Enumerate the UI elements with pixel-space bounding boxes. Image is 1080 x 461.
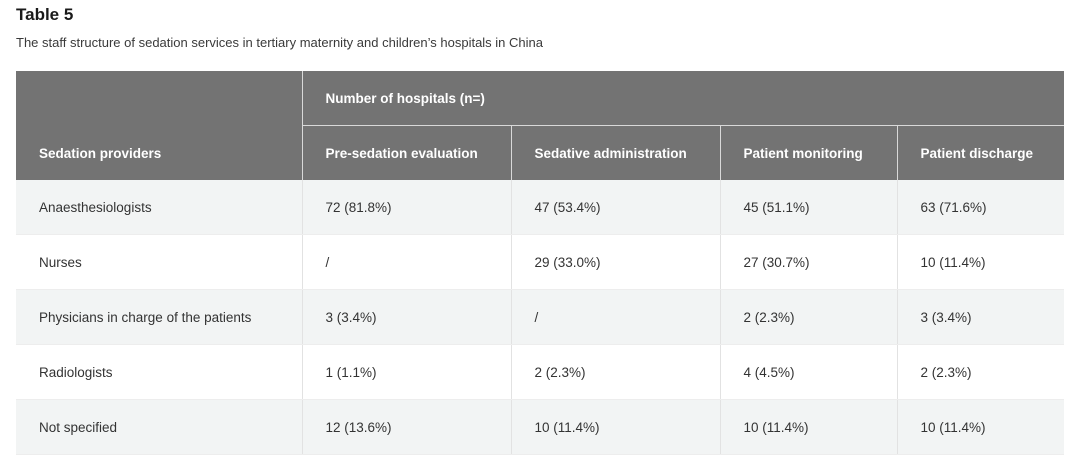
row-label: Radiologists	[16, 344, 302, 400]
table-cell: 2 (2.3%)	[896, 344, 1065, 400]
table-caption: The staff structure of sedation services…	[16, 35, 543, 50]
table-cell: 1 (1.1%)	[301, 344, 511, 400]
table-cell: 10 (11.4%)	[510, 399, 720, 455]
table-cell: 10 (11.4%)	[896, 234, 1065, 290]
row-label: Nurses	[16, 234, 302, 290]
table-cell: 27 (30.7%)	[719, 234, 897, 290]
table-cell: 45 (51.1%)	[719, 180, 897, 235]
header-sedative-administration: Sedative administration	[510, 125, 720, 180]
table-cell: /	[301, 234, 511, 290]
table-row: Not specified 12 (13.6%) 10 (11.4%) 10 (…	[16, 399, 1065, 455]
header-patient-discharge: Patient discharge	[896, 125, 1065, 180]
table-cell: 4 (4.5%)	[719, 344, 897, 400]
table-cell: /	[510, 289, 720, 345]
table-cell: 29 (33.0%)	[510, 234, 720, 290]
table-cell: 3 (3.4%)	[301, 289, 511, 345]
table-cell: 47 (53.4%)	[510, 180, 720, 235]
table-row: Physicians in charge of the patients 3 (…	[16, 289, 1065, 345]
row-label: Not specified	[16, 399, 302, 455]
table-cell: 12 (13.6%)	[301, 399, 511, 455]
table-cell: 2 (2.3%)	[719, 289, 897, 345]
staff-structure-table: Sedation providers Number of hospitals (…	[16, 71, 1065, 455]
table-title: Table 5	[16, 5, 74, 24]
table-row: Anaesthesiologists 72 (81.8%) 47 (53.4%)…	[16, 180, 1065, 235]
table-body: Anaesthesiologists 72 (81.8%) 47 (53.4%)…	[16, 180, 1065, 455]
header-number-of-hospitals: Number of hospitals (n=)	[301, 71, 1065, 126]
table-cell: 2 (2.3%)	[510, 344, 720, 400]
table-cell: 3 (3.4%)	[896, 289, 1065, 345]
table-header: Sedation providers Number of hospitals (…	[16, 71, 1065, 180]
header-sedation-providers: Sedation providers	[16, 71, 302, 180]
table-cell: 72 (81.8%)	[301, 180, 511, 235]
table-cell: 10 (11.4%)	[896, 399, 1065, 455]
table-cell: 10 (11.4%)	[719, 399, 897, 455]
table-row: Radiologists 1 (1.1%) 2 (2.3%) 4 (4.5%) …	[16, 344, 1065, 400]
row-label: Physicians in charge of the patients	[16, 289, 302, 345]
row-label: Anaesthesiologists	[16, 180, 302, 235]
table-row: Nurses / 29 (33.0%) 27 (30.7%) 10 (11.4%…	[16, 234, 1065, 290]
header-pre-sedation-evaluation: Pre-sedation evaluation	[301, 125, 511, 180]
table-cell: 63 (71.6%)	[896, 180, 1065, 235]
header-patient-monitoring: Patient monitoring	[719, 125, 897, 180]
